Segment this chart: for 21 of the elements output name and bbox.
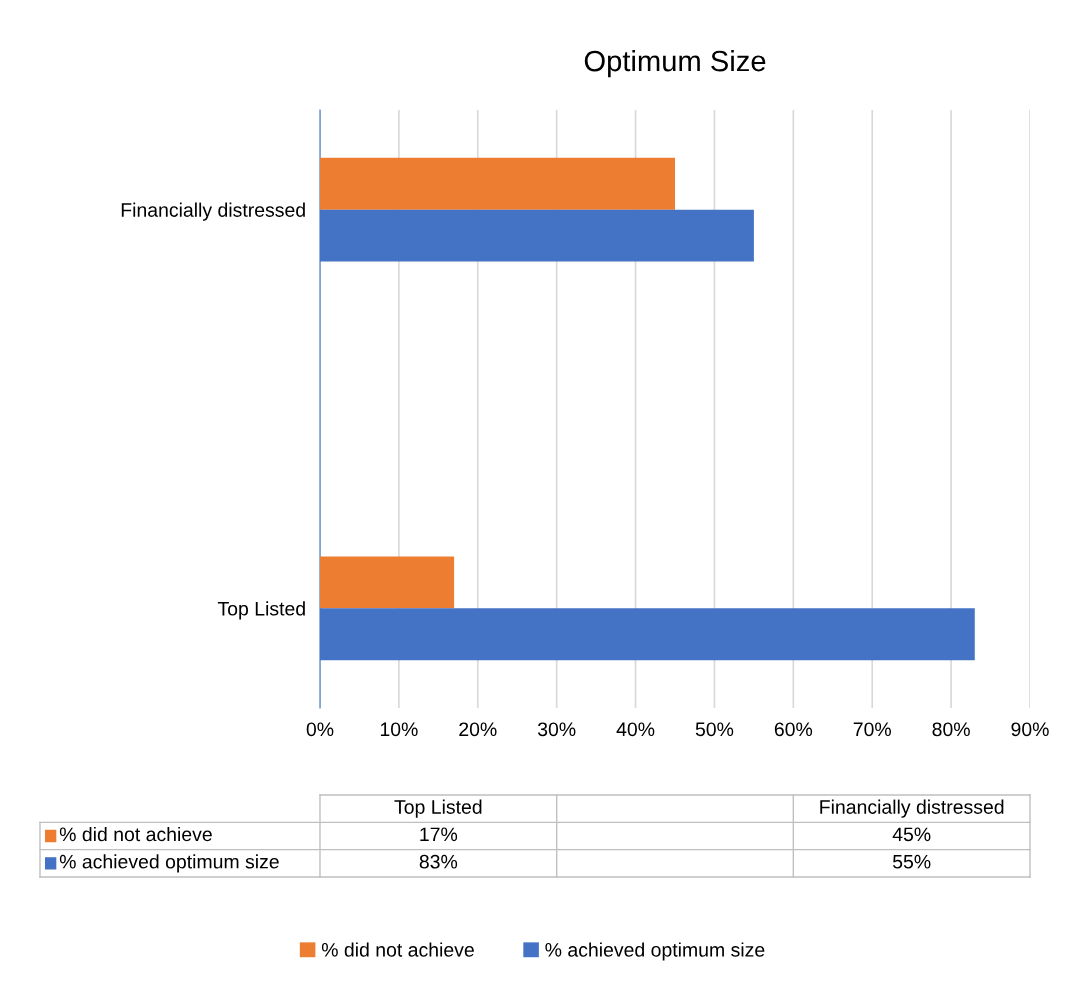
text: % achieved optimum size <box>545 942 765 961</box>
text: 55% <box>892 854 931 869</box>
text: % did not achieve <box>321 942 474 957</box>
x-tick-label: 30% <box>537 722 576 737</box>
x-tick-label: 80% <box>932 722 970 737</box>
x-tick-label: 40% <box>616 722 655 737</box>
x-tick-label: 10% <box>380 722 418 737</box>
x-tick-label: 20% <box>459 722 497 737</box>
x-tick-label: 0% <box>306 722 334 737</box>
text: 83% <box>419 854 458 869</box>
chart-title: Optimum Size <box>584 49 766 78</box>
legend-label: % achieved optimum size <box>59 854 279 873</box>
x-tick-label: 60% <box>774 722 813 737</box>
x-tick-label: 90% <box>1011 722 1049 737</box>
x-tick-label: 70% <box>853 722 891 737</box>
text: 45% <box>892 827 931 842</box>
category-label: Financially distressed <box>820 799 1004 818</box>
text: 17% <box>420 827 458 842</box>
x-tick-label: 50% <box>695 722 734 737</box>
legend-label: % did not achieve <box>59 826 212 842</box>
category-label: Top Listed <box>394 799 482 818</box>
